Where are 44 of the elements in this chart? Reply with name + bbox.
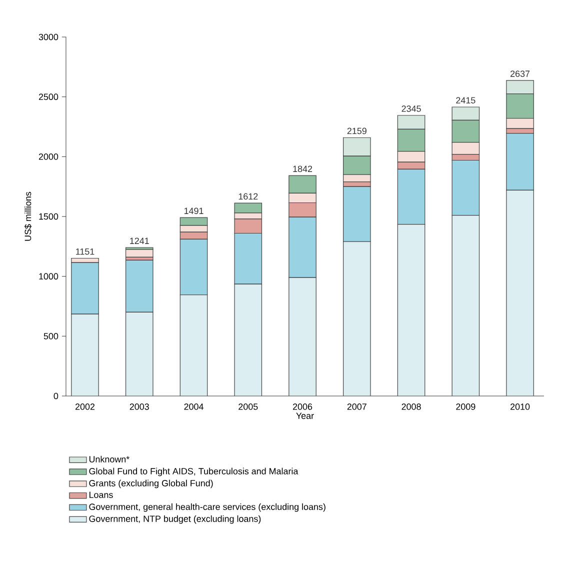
y-tick-label: 500 [44,332,58,340]
y-tick-label: 1000 [39,273,58,280]
bar [125,249,154,258]
legend-label: Government, general health-care services (excluding loans) [89,503,326,512]
legend-label: Global Fund to Fight AIDS, Tuberculosis and Malaria [89,468,298,476]
x-axis-title: Year [296,412,314,419]
y-tick-label: 0 [54,392,58,400]
y-tick-label: 3000 [38,34,58,40]
legend-label: Government, NTP budget (excluding loans) [89,515,261,524]
bar [71,314,99,396]
total-label: 1491 [184,208,204,214]
y-axis-title: US$ millions [24,192,32,241]
legend-label: Loans [89,492,113,498]
x-tick-label: 2004 [184,404,204,410]
bar [343,241,371,396]
total-label: 2637 [510,70,530,77]
bar [125,260,154,313]
total-label: 2159 [347,128,366,134]
legend-label: Grants (excluding Global Fund) [89,480,213,488]
bar [397,224,426,396]
y-tick-label: 2000 [38,153,58,160]
y-tick-label: 2500 [38,94,58,100]
bar [506,190,534,396]
bar [288,277,316,396]
bar [234,284,262,396]
x-tick-label: 2009 [456,404,476,410]
total-label: 1151 [76,248,94,255]
x-tick-label: 2006 [293,404,312,410]
total-label: 2345 [402,106,421,112]
bar [180,294,208,396]
bar [125,312,154,396]
x-tick-label: 2007 [347,404,366,410]
x-tick-label: 2008 [402,404,421,410]
y-tick-label: 1500 [39,213,58,220]
x-tick-label: 2002 [75,404,95,410]
total-label: 1612 [238,193,258,200]
total-label: 1241 [130,238,149,244]
total-label: 1842 [293,166,312,172]
bar [452,215,480,396]
x-tick-label: 2003 [130,404,149,410]
legend-label: Unknown* [89,456,130,462]
x-tick-label: 2005 [238,404,258,410]
total-label: 2415 [456,97,476,104]
x-tick-label: 2010 [510,404,530,410]
